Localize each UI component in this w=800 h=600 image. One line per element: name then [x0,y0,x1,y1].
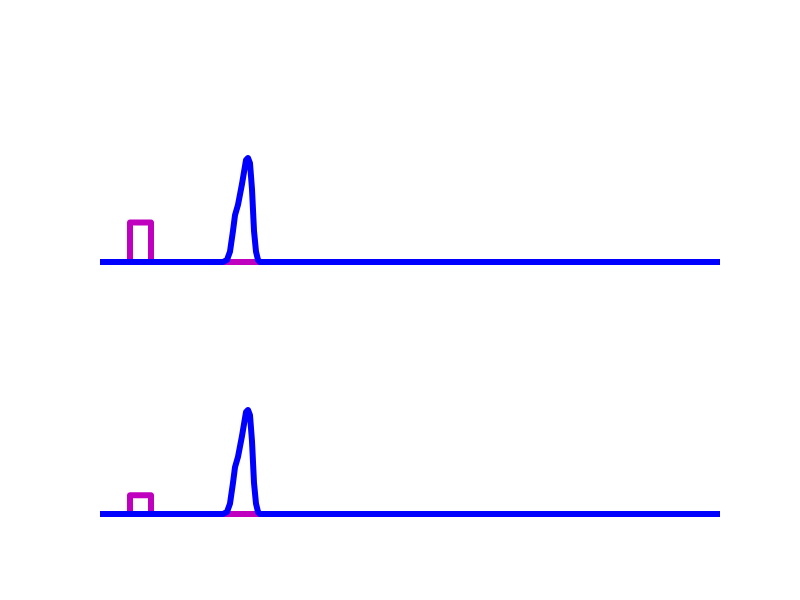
bottom-panel [100,407,720,517]
top-series-line-1 [100,155,720,265]
bottom-series-line-1 [100,407,720,517]
bottom-series-line-0 [100,492,720,517]
top-series-line-0 [100,219,720,265]
top-panel [100,155,720,265]
